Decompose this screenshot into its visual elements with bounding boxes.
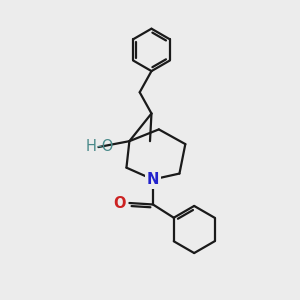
Text: -O: -O [96,139,114,154]
Text: H: H [85,139,96,154]
Text: N: N [147,172,159,187]
Text: O: O [113,196,126,211]
